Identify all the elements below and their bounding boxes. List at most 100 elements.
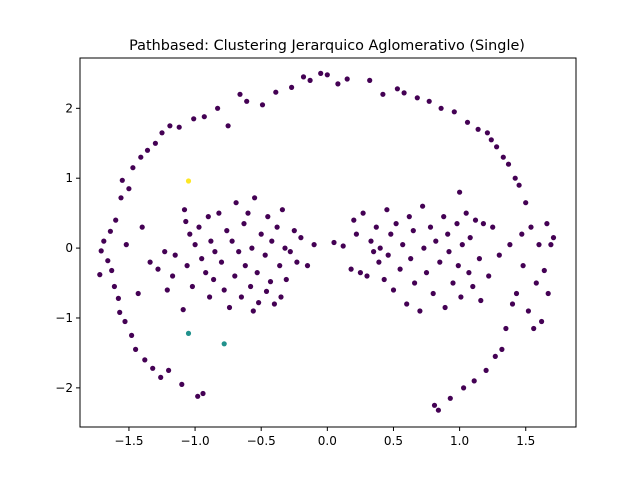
scatter-point [420,203,426,209]
scatter-point [265,214,271,220]
scatter-point [324,72,330,78]
scatter-point [393,221,399,227]
scatter-point [311,242,317,248]
scatter-point [348,266,354,272]
scatter-point [118,195,124,201]
scatter-point [457,189,463,195]
x-tick-label: 0.5 [384,434,403,448]
scatter-point [130,165,136,171]
scatter-point [300,74,307,80]
scatter-point [237,91,243,97]
scatter-point [111,283,117,290]
scatter-point [488,137,494,143]
scatter-point [353,231,359,237]
scatter-point [236,249,242,255]
scatter-point [414,95,420,101]
scatter-point [133,346,139,352]
scatter-point [166,367,172,373]
scatter-point [458,294,464,300]
scatter-point [430,290,436,297]
scatter-point [226,304,233,311]
scatter-point [232,273,238,279]
scatter-point [384,207,390,213]
points-layer [97,70,557,413]
scatter-point [496,252,502,258]
scatter-point [397,266,403,272]
scatter-point [390,287,397,293]
scatter-point [539,318,545,325]
scatter-point [433,238,439,244]
x-tick-label: 1.0 [450,434,469,448]
scatter-point [450,280,456,286]
scatter-point [437,259,443,265]
scatter-point [221,341,227,347]
scatter-point [158,374,164,380]
scatter-point [513,290,520,297]
scatter-point [331,239,337,246]
scatter-point [533,280,539,286]
scatter-point [441,214,447,220]
scatter-point [244,98,250,104]
scatter-point [221,287,227,293]
scatter-point [97,272,103,278]
scatter-point [357,270,363,276]
scatter-point [258,231,264,237]
scatter-point [241,221,247,227]
scatter-point [215,105,221,111]
scatter-point [225,123,231,129]
scatter-point [401,90,407,96]
scatter-point [250,308,256,314]
scatter-point [304,263,311,269]
scatter-point [289,84,295,90]
scatter-point [519,231,525,237]
scatter-point [376,259,382,265]
scatter-point [126,186,132,192]
scatter-point [218,259,225,265]
scatter-point [455,263,461,269]
scatter-point [531,325,537,332]
scatter-point [263,288,270,294]
scatter-point [447,395,453,401]
y-tick-label: −2 [55,381,73,395]
scatter-point [461,385,467,391]
scatter-point [360,210,366,216]
scatter-point [172,252,178,258]
scatter-point [435,407,441,413]
scatter-point [492,353,498,359]
scatter-point [113,217,119,223]
scatter-point [426,98,432,104]
scatter-point [472,217,479,223]
scatter-point [451,109,457,115]
scatter-point [377,245,383,251]
scatter-point [381,276,387,283]
scatter-point [162,249,168,255]
scatter-point [548,242,554,248]
scatter-point [279,207,285,213]
scatter-point [152,140,158,146]
scatter-point [373,224,379,230]
x-tick-label: −1.0 [181,434,210,448]
x-tick-label: −1.5 [114,434,143,448]
scatter-point [117,309,123,315]
scatter-point [282,245,288,251]
scatter-point [205,214,211,220]
scatter-point [431,402,438,408]
scatter-point [459,242,465,248]
scatter-point [400,242,406,248]
scatter-point [208,238,214,244]
scatter-point [412,280,418,286]
scatter-point [242,263,248,269]
scatter-point [200,390,206,397]
scatter-point [123,242,129,248]
scatter-point [550,235,557,241]
chart-title: Pathbased: Clustering Jerarquico Aglomer… [129,38,525,54]
scatter-point [307,77,313,83]
scatter-point [406,214,412,220]
scatter-point [187,231,193,237]
scatter-point [544,221,550,227]
scatter-point [245,210,251,216]
scatter-point [340,243,346,249]
scatter-point [254,270,260,276]
scatter-point [371,249,377,255]
